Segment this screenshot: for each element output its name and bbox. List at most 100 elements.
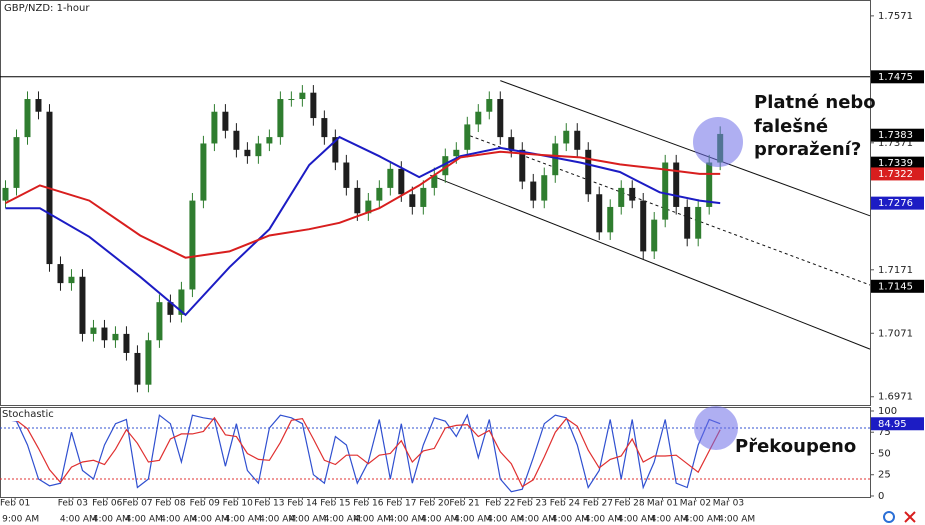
highlight-circle bbox=[693, 117, 743, 167]
x-tick-label: Feb 06 bbox=[92, 499, 123, 509]
price-marker-label: 1.7145 bbox=[878, 281, 913, 292]
candle-body bbox=[156, 302, 163, 341]
x-tick-label: 4:00 AM bbox=[60, 515, 97, 525]
x-tick-label: 4:00 AM bbox=[718, 515, 755, 525]
x-tick-label: 4:00 AM bbox=[354, 515, 391, 525]
y-tick-label: 1.7171 bbox=[878, 265, 913, 276]
y-tick-label: 25 bbox=[878, 470, 891, 481]
candle-body bbox=[442, 156, 449, 176]
main-panel-border bbox=[0, 0, 871, 406]
title-box bbox=[1, 1, 113, 15]
annotation: Překoupeno bbox=[735, 436, 856, 457]
x-tick-label: 4:00 AM bbox=[519, 515, 556, 525]
candle-body bbox=[35, 99, 42, 112]
x-tick-label: Feb 07 bbox=[122, 499, 152, 509]
candle-body bbox=[607, 206, 614, 233]
candle-body bbox=[409, 194, 416, 207]
candle-body bbox=[387, 168, 394, 188]
candle-body bbox=[332, 137, 339, 163]
x-tick-label: 4:00 AM bbox=[259, 515, 296, 525]
price-marker bbox=[871, 167, 924, 181]
annotation: falešné bbox=[754, 116, 828, 137]
y-tick-label: 50 bbox=[878, 448, 891, 459]
x-tick-label: Mar 01 bbox=[647, 499, 678, 509]
y-tick-label: 0 bbox=[878, 491, 884, 502]
annotation: Platné nebo bbox=[754, 92, 876, 113]
x-tick-label: Feb 20 bbox=[419, 499, 450, 509]
y-tick-label: 1.7071 bbox=[878, 328, 913, 339]
candle-body bbox=[618, 187, 625, 207]
x-tick-label: 4:00 AM bbox=[487, 515, 524, 525]
trend-line bbox=[500, 80, 871, 217]
x-tick-label: 4:00 AM bbox=[289, 515, 326, 525]
candle-body bbox=[145, 340, 152, 385]
candle-body bbox=[244, 149, 251, 157]
candle-body bbox=[596, 194, 603, 233]
y-tick-label: 1.7371 bbox=[878, 138, 913, 149]
series-line bbox=[5, 150, 721, 259]
x-tick-label: 4:00 AM bbox=[454, 515, 491, 525]
candle-body bbox=[640, 200, 647, 252]
candle-body bbox=[629, 187, 636, 201]
candle-body bbox=[24, 99, 31, 138]
x-tick-label: 4:00 AM bbox=[421, 515, 458, 525]
x-tick-label: Feb 01 bbox=[0, 499, 30, 509]
candle-body bbox=[475, 111, 482, 125]
x-tick-label: Feb 09 bbox=[190, 499, 221, 509]
x-tick-label: 4:00 AM bbox=[585, 515, 622, 525]
candle-body bbox=[420, 187, 427, 207]
candle-body bbox=[365, 200, 372, 214]
price-marker bbox=[871, 70, 924, 84]
x-tick-label: 4:00 AM bbox=[684, 515, 721, 525]
candle-body bbox=[497, 99, 504, 138]
candle-body bbox=[508, 137, 515, 150]
x-tick-label: Feb 16 bbox=[353, 499, 384, 509]
series-line bbox=[5, 135, 721, 317]
price-marker bbox=[871, 128, 924, 142]
candle-body bbox=[343, 162, 350, 188]
y-tick-label: 75 bbox=[878, 427, 891, 438]
candle-body bbox=[376, 187, 383, 201]
icon[interactable] bbox=[904, 511, 916, 523]
candle-body bbox=[354, 187, 361, 214]
price-marker-label: 1.7339 bbox=[878, 158, 913, 169]
panel-title: Stochastic bbox=[2, 409, 54, 420]
price-marker bbox=[871, 279, 924, 293]
price-marker bbox=[871, 417, 924, 431]
price-marker-label: 1.7383 bbox=[878, 130, 913, 141]
candle-body bbox=[662, 162, 669, 220]
annotation: proražení? bbox=[754, 139, 861, 160]
title-box bbox=[1, 408, 69, 421]
candle-body bbox=[211, 111, 218, 144]
candle-body bbox=[90, 327, 97, 334]
highlight-circle bbox=[694, 406, 738, 450]
x-tick-label: Feb 14 bbox=[287, 499, 318, 509]
candle-body bbox=[101, 327, 108, 341]
y-tick-label: 100 bbox=[878, 406, 897, 417]
candle-body bbox=[200, 143, 207, 201]
candle-body bbox=[233, 130, 240, 150]
x-tick-label: 4:00 AM bbox=[93, 515, 130, 525]
price-marker-label: 1.7322 bbox=[878, 169, 913, 180]
candle-body bbox=[464, 124, 471, 150]
candle-body bbox=[563, 130, 570, 144]
series-line bbox=[5, 416, 721, 488]
candle-body bbox=[167, 302, 174, 315]
x-tick-label: 4:00 AM bbox=[126, 515, 163, 525]
icon[interactable] bbox=[883, 511, 895, 523]
candle-body bbox=[123, 333, 130, 353]
candle-body bbox=[255, 143, 262, 157]
candle-body bbox=[398, 168, 405, 195]
x-tick-label: 9:00 AM bbox=[2, 515, 39, 525]
candle-body bbox=[310, 92, 317, 119]
candle-body bbox=[288, 99, 295, 101]
x-tick-label: 4:00 AM bbox=[160, 515, 197, 525]
candle-body bbox=[2, 187, 9, 201]
candle-body bbox=[112, 333, 119, 341]
stochastic-panel-border bbox=[0, 407, 871, 498]
price-marker bbox=[871, 156, 924, 170]
candle-body bbox=[706, 162, 713, 207]
candle-body bbox=[651, 219, 658, 252]
plot-layer: 1.7571 1.7371 1.7171 1.7071 1.6971 1.7475 1.73… bbox=[0, 11, 924, 525]
